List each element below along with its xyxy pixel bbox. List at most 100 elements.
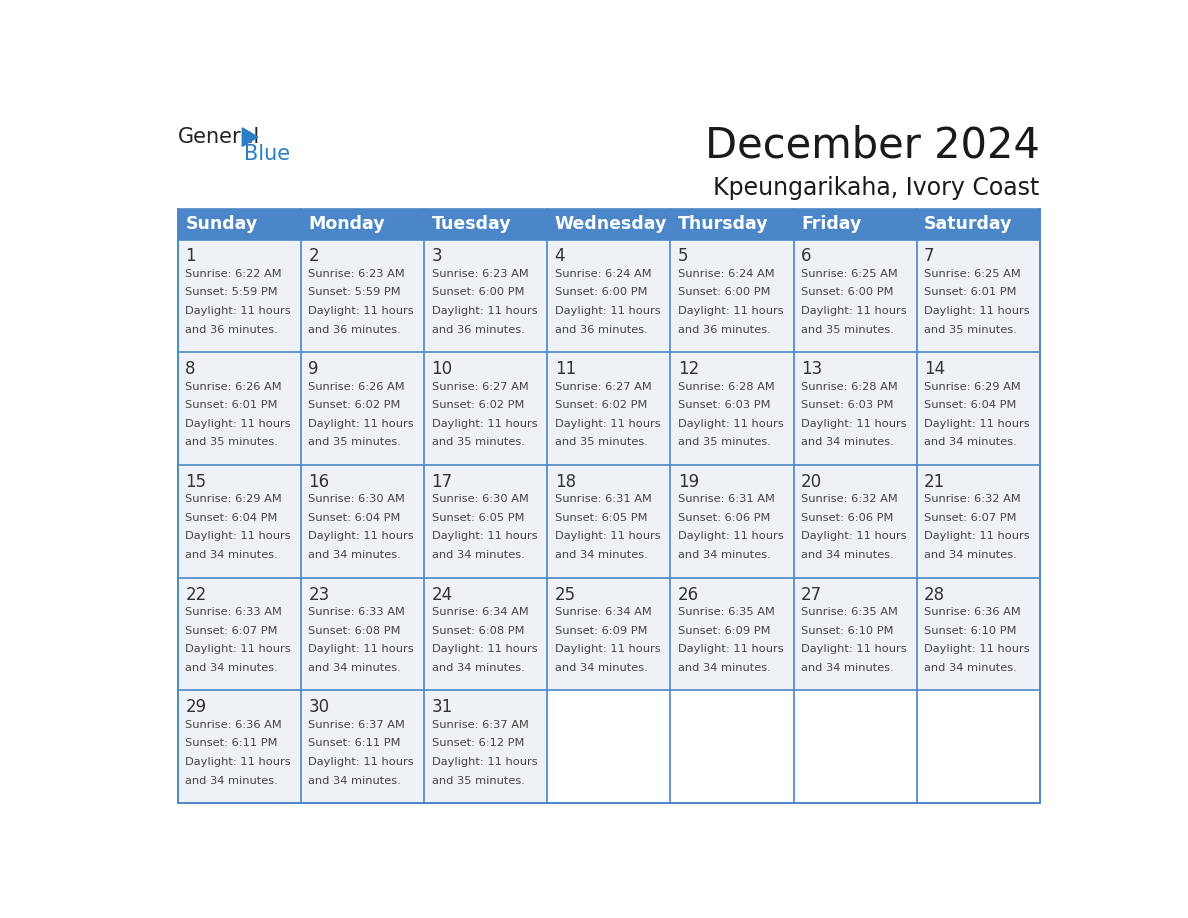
Text: and 34 minutes.: and 34 minutes. xyxy=(924,437,1017,447)
Text: Sunset: 5:59 PM: Sunset: 5:59 PM xyxy=(185,287,278,297)
Text: and 35 minutes.: and 35 minutes. xyxy=(309,437,402,447)
Text: December 2024: December 2024 xyxy=(704,124,1040,166)
Bar xyxy=(917,240,1040,353)
Text: Sunrise: 6:37 AM: Sunrise: 6:37 AM xyxy=(431,720,529,730)
Text: Sunset: 6:07 PM: Sunset: 6:07 PM xyxy=(924,513,1017,523)
Text: and 34 minutes.: and 34 minutes. xyxy=(801,663,893,673)
Text: and 35 minutes.: and 35 minutes. xyxy=(678,437,771,447)
Text: Daylight: 11 hours: Daylight: 11 hours xyxy=(185,757,291,767)
Text: Daylight: 11 hours: Daylight: 11 hours xyxy=(185,644,291,655)
Text: Daylight: 11 hours: Daylight: 11 hours xyxy=(924,306,1030,316)
Text: 27: 27 xyxy=(801,586,822,604)
Text: Sunrise: 6:25 AM: Sunrise: 6:25 AM xyxy=(924,269,1020,279)
Text: Sunrise: 6:24 AM: Sunrise: 6:24 AM xyxy=(678,269,775,279)
Bar xyxy=(917,577,1040,690)
Text: Daylight: 11 hours: Daylight: 11 hours xyxy=(801,644,906,655)
Bar xyxy=(917,465,1040,577)
Text: and 34 minutes.: and 34 minutes. xyxy=(924,663,1017,673)
Text: 12: 12 xyxy=(678,360,699,378)
Text: Sunrise: 6:32 AM: Sunrise: 6:32 AM xyxy=(924,494,1020,504)
Text: Sunset: 6:10 PM: Sunset: 6:10 PM xyxy=(801,625,893,635)
Text: and 34 minutes.: and 34 minutes. xyxy=(185,550,278,560)
Bar xyxy=(794,465,917,577)
Text: Sunrise: 6:25 AM: Sunrise: 6:25 AM xyxy=(801,269,898,279)
Text: 16: 16 xyxy=(309,473,329,491)
Text: Friday: Friday xyxy=(801,215,861,233)
Bar xyxy=(178,577,301,690)
Bar xyxy=(794,353,917,465)
Bar xyxy=(670,690,794,803)
Text: Sunset: 6:07 PM: Sunset: 6:07 PM xyxy=(185,625,278,635)
Text: 14: 14 xyxy=(924,360,946,378)
Bar xyxy=(917,690,1040,803)
Text: Sunset: 6:03 PM: Sunset: 6:03 PM xyxy=(801,400,893,410)
Text: Sunset: 6:04 PM: Sunset: 6:04 PM xyxy=(924,400,1017,410)
Text: Sunrise: 6:31 AM: Sunrise: 6:31 AM xyxy=(678,494,775,504)
Text: Sunrise: 6:29 AM: Sunrise: 6:29 AM xyxy=(185,494,282,504)
Bar xyxy=(548,690,670,803)
Text: Daylight: 11 hours: Daylight: 11 hours xyxy=(678,306,783,316)
Text: Sunset: 6:09 PM: Sunset: 6:09 PM xyxy=(555,625,647,635)
Text: 19: 19 xyxy=(678,473,699,491)
Text: Sunset: 6:04 PM: Sunset: 6:04 PM xyxy=(309,513,400,523)
Text: Sunset: 6:12 PM: Sunset: 6:12 PM xyxy=(431,738,524,748)
Text: Sunrise: 6:28 AM: Sunrise: 6:28 AM xyxy=(678,382,775,392)
Text: Sunset: 6:06 PM: Sunset: 6:06 PM xyxy=(678,513,770,523)
Text: and 35 minutes.: and 35 minutes. xyxy=(924,325,1017,335)
Text: 5: 5 xyxy=(678,248,688,265)
Text: Daylight: 11 hours: Daylight: 11 hours xyxy=(555,532,661,542)
Text: Sunset: 6:00 PM: Sunset: 6:00 PM xyxy=(555,287,647,297)
Bar xyxy=(670,465,794,577)
Bar xyxy=(548,208,670,240)
Bar xyxy=(178,353,301,465)
Text: Sunset: 6:02 PM: Sunset: 6:02 PM xyxy=(431,400,524,410)
Text: Daylight: 11 hours: Daylight: 11 hours xyxy=(555,306,661,316)
Text: Sunrise: 6:32 AM: Sunrise: 6:32 AM xyxy=(801,494,898,504)
Text: and 34 minutes.: and 34 minutes. xyxy=(924,550,1017,560)
Bar xyxy=(178,465,301,577)
Text: Sunset: 6:02 PM: Sunset: 6:02 PM xyxy=(309,400,400,410)
Bar xyxy=(424,690,548,803)
Text: and 34 minutes.: and 34 minutes. xyxy=(678,663,771,673)
Text: Sunrise: 6:34 AM: Sunrise: 6:34 AM xyxy=(555,607,651,617)
Text: Daylight: 11 hours: Daylight: 11 hours xyxy=(431,419,537,429)
Text: Sunrise: 6:24 AM: Sunrise: 6:24 AM xyxy=(555,269,651,279)
Text: and 34 minutes.: and 34 minutes. xyxy=(555,550,647,560)
Text: Sunset: 6:11 PM: Sunset: 6:11 PM xyxy=(185,738,278,748)
Text: Daylight: 11 hours: Daylight: 11 hours xyxy=(309,644,415,655)
Text: Daylight: 11 hours: Daylight: 11 hours xyxy=(924,532,1030,542)
Text: and 36 minutes.: and 36 minutes. xyxy=(185,325,278,335)
Text: 15: 15 xyxy=(185,473,207,491)
Text: Sunset: 6:05 PM: Sunset: 6:05 PM xyxy=(431,513,524,523)
Text: 18: 18 xyxy=(555,473,576,491)
Text: Sunrise: 6:36 AM: Sunrise: 6:36 AM xyxy=(924,607,1020,617)
Text: Saturday: Saturday xyxy=(924,215,1012,233)
Bar xyxy=(301,240,424,353)
Text: 8: 8 xyxy=(185,360,196,378)
Text: Tuesday: Tuesday xyxy=(431,215,511,233)
Text: Sunrise: 6:29 AM: Sunrise: 6:29 AM xyxy=(924,382,1020,392)
Text: and 36 minutes.: and 36 minutes. xyxy=(555,325,647,335)
Text: 4: 4 xyxy=(555,248,565,265)
Text: Daylight: 11 hours: Daylight: 11 hours xyxy=(431,532,537,542)
Text: Sunrise: 6:30 AM: Sunrise: 6:30 AM xyxy=(309,494,405,504)
Text: Sunrise: 6:26 AM: Sunrise: 6:26 AM xyxy=(309,382,405,392)
Text: Sunrise: 6:23 AM: Sunrise: 6:23 AM xyxy=(309,269,405,279)
Bar xyxy=(670,353,794,465)
Text: Sunset: 6:08 PM: Sunset: 6:08 PM xyxy=(309,625,402,635)
Bar xyxy=(301,353,424,465)
Text: 6: 6 xyxy=(801,248,811,265)
Text: Sunrise: 6:36 AM: Sunrise: 6:36 AM xyxy=(185,720,282,730)
Text: Sunset: 6:00 PM: Sunset: 6:00 PM xyxy=(801,287,893,297)
Text: Sunset: 5:59 PM: Sunset: 5:59 PM xyxy=(309,287,402,297)
Text: Sunrise: 6:30 AM: Sunrise: 6:30 AM xyxy=(431,494,529,504)
Text: 24: 24 xyxy=(431,586,453,604)
Text: and 34 minutes.: and 34 minutes. xyxy=(309,776,402,786)
Text: and 35 minutes.: and 35 minutes. xyxy=(801,325,893,335)
Text: Wednesday: Wednesday xyxy=(555,215,666,233)
Text: Sunrise: 6:27 AM: Sunrise: 6:27 AM xyxy=(555,382,651,392)
Text: Sunrise: 6:35 AM: Sunrise: 6:35 AM xyxy=(678,607,775,617)
Text: Sunset: 6:06 PM: Sunset: 6:06 PM xyxy=(801,513,893,523)
Text: Sunrise: 6:27 AM: Sunrise: 6:27 AM xyxy=(431,382,529,392)
Bar xyxy=(424,577,548,690)
